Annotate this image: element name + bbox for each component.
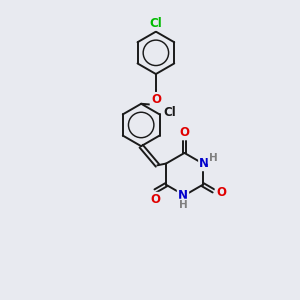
Text: Cl: Cl [149,16,162,30]
Text: O: O [179,125,190,139]
Text: O: O [216,186,226,199]
Text: H: H [178,200,188,210]
Text: Cl: Cl [163,106,176,119]
Text: N: N [178,189,188,202]
Text: N: N [199,157,209,170]
Text: O: O [150,193,161,206]
Text: O: O [151,93,161,106]
Text: H: H [209,153,218,163]
